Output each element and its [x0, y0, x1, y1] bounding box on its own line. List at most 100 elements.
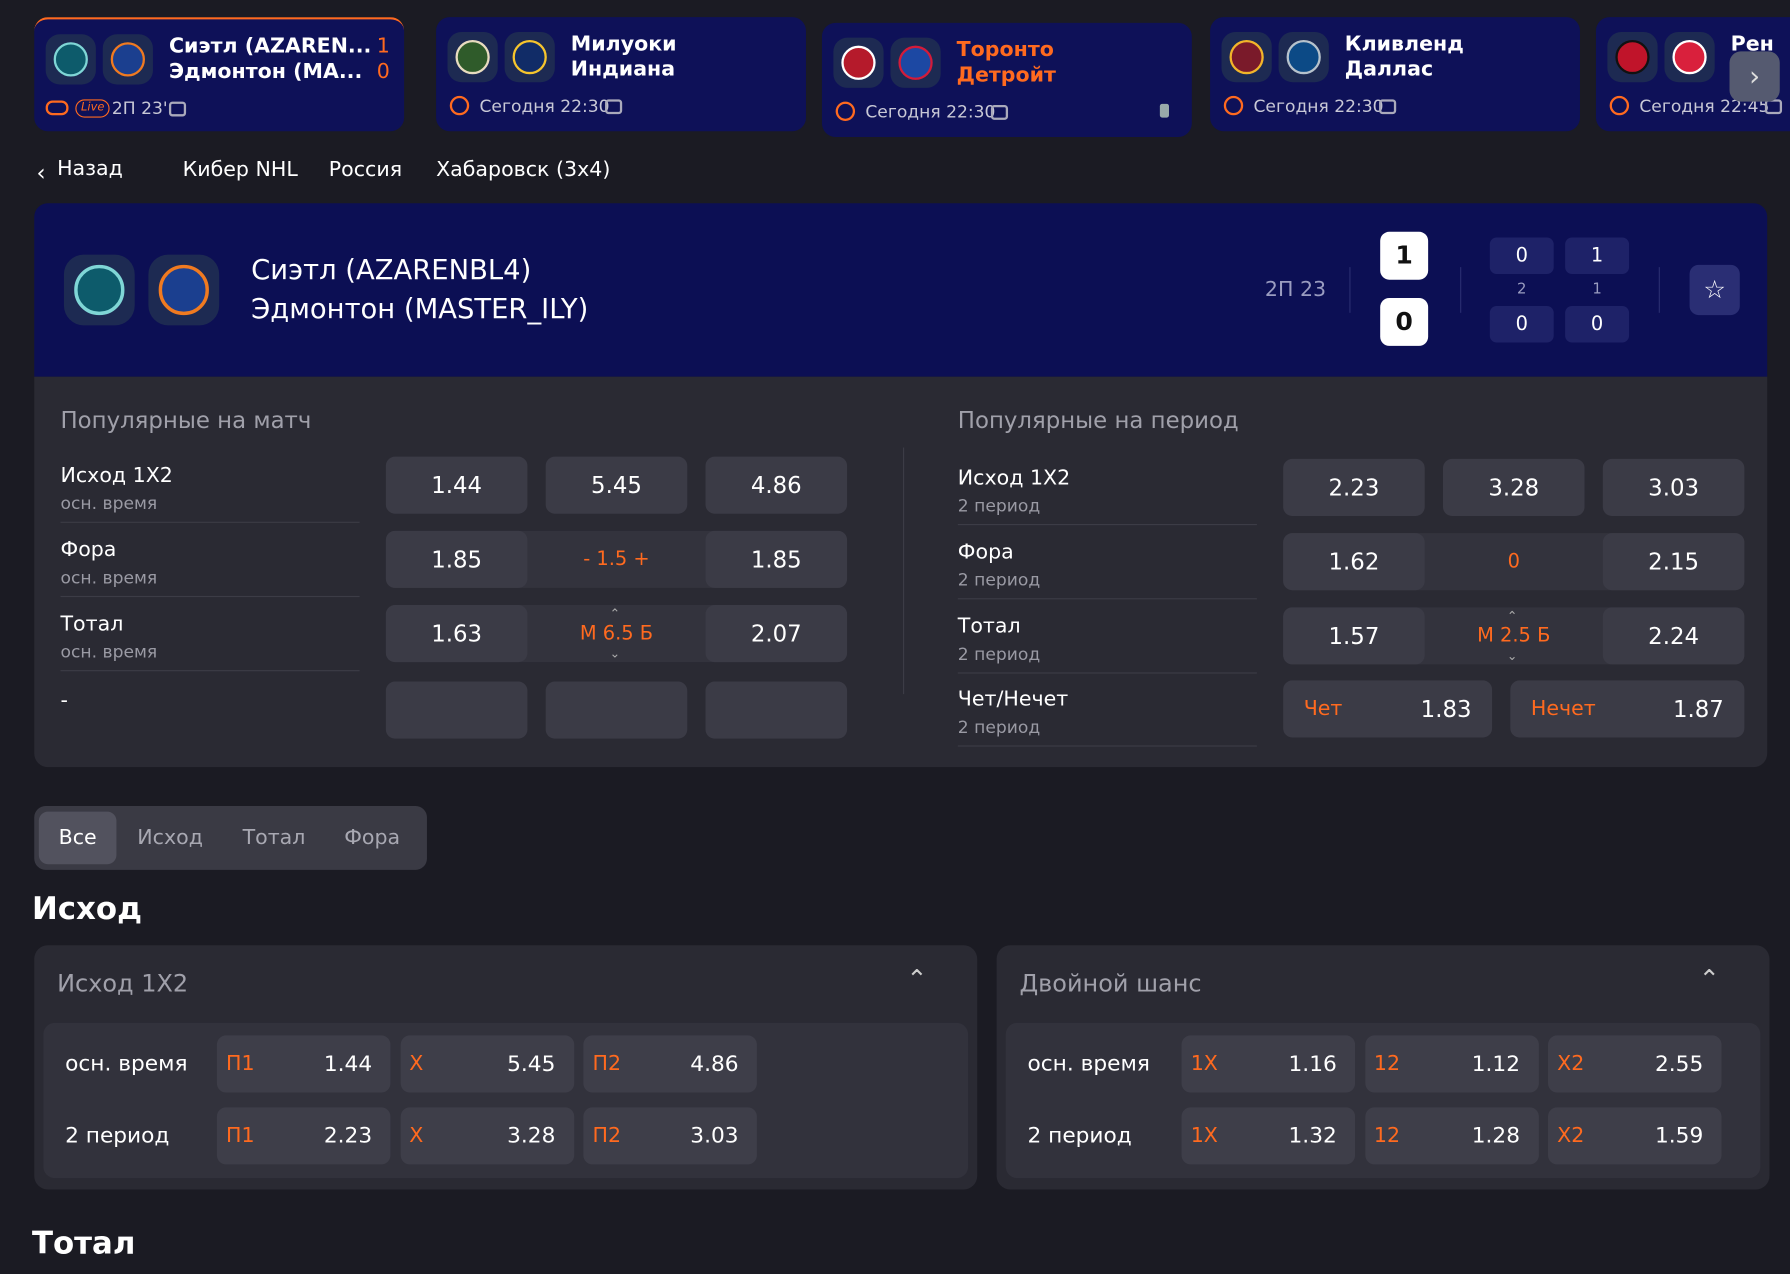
- market-sub: 2 период: [957, 495, 1041, 517]
- odd-value: 3.03: [690, 1123, 739, 1149]
- odd-value: 1.87: [1672, 695, 1724, 723]
- outcome-button[interactable]: П2 4.86: [583, 1035, 757, 1093]
- game-card[interactable]: Торонто Детройт Сегодня 22:30: [821, 22, 1192, 137]
- section-title: Популярные на матч: [60, 406, 312, 434]
- odd-button[interactable]: 2.23: [1283, 458, 1425, 517]
- outcome-button[interactable]: П2 3.03: [583, 1107, 757, 1165]
- odd-value: 1.32: [1288, 1123, 1337, 1149]
- row-divider: [60, 595, 360, 598]
- next-arrow[interactable]: ›: [1729, 51, 1780, 102]
- row-divider: [957, 745, 1257, 747]
- odd-button[interactable]: 3.28: [1442, 458, 1585, 517]
- odd-value: 1.12: [1471, 1051, 1521, 1077]
- odd-button[interactable]: 5.45: [545, 456, 688, 514]
- outcome-label: П1: [226, 1051, 255, 1076]
- odd-value: 2.55: [1654, 1051, 1704, 1077]
- game-card[interactable]: Сиэтл (AZAREN... Эдмонтон (МА... 1 0 Live 2П …: [34, 17, 405, 132]
- odd-button[interactable]: 1.63: [385, 605, 528, 663]
- tab[interactable]: Все: [58, 825, 97, 850]
- row-divider: [957, 598, 1257, 600]
- team-logo: [504, 31, 555, 83]
- divider: [1460, 267, 1462, 313]
- market-name: Фора: [957, 540, 1014, 565]
- odd-value: 1.28: [1471, 1123, 1521, 1149]
- odd-button[interactable]: 2.07: [705, 605, 848, 663]
- team-name: Кливленд: [1344, 32, 1464, 57]
- outcome-label: П2: [592, 1051, 622, 1076]
- odd-button[interactable]: 1.62: [1283, 533, 1425, 591]
- tab-bar: Все Исход Тотал Фора: [34, 805, 427, 870]
- odd-button[interactable]: 3.03: [1602, 458, 1745, 517]
- odd-button[interactable]: 2.15: [1602, 533, 1745, 591]
- odd-button[interactable]: Чет 1.83: [1283, 680, 1493, 738]
- team-logo: [1664, 31, 1715, 83]
- market-name: Тотал: [957, 614, 1021, 639]
- game-card[interactable]: Милуоки Индиана Сегодня 22:30: [436, 17, 806, 132]
- market-name: Чет/Нечет: [957, 687, 1069, 712]
- breadcrumb-item[interactable]: Кибер NHL: [182, 157, 298, 182]
- breadcrumb-item[interactable]: Россия: [328, 157, 403, 182]
- team-logo: [63, 254, 135, 326]
- odd-button[interactable]: 2.24: [1602, 607, 1745, 665]
- team-logo: [1607, 31, 1658, 83]
- outcome-button[interactable]: 12 1.28: [1364, 1107, 1539, 1165]
- breadcrumb-item[interactable]: Хабаровск (3x4): [436, 157, 611, 182]
- tab[interactable]: Исход: [137, 825, 203, 850]
- outcome-button[interactable]: X 3.28: [400, 1107, 574, 1165]
- market-name: Тотал: [60, 612, 124, 637]
- market-title: Двойной шанс: [1019, 969, 1202, 998]
- live-badge: Live: [75, 99, 111, 118]
- line-down: ⌄: [609, 646, 621, 661]
- outcome-button[interactable]: X2 2.55: [1548, 1035, 1722, 1093]
- period-score: 0: [1565, 305, 1630, 343]
- score: 1: [376, 34, 390, 59]
- odd-value: 2.23: [323, 1123, 373, 1149]
- odd-button[interactable]: 1.44: [385, 456, 528, 514]
- line-down: ⌄: [1506, 648, 1518, 664]
- market-name: Фора: [60, 537, 117, 562]
- back-link[interactable]: Назад: [57, 156, 123, 181]
- odd-button[interactable]: 4.86: [705, 456, 848, 514]
- collapse-icon[interactable]: ⌃: [1698, 965, 1720, 995]
- market-card: Двойной шанс ⌃ осн. время 1X 1.16 12 1.12 X2 2.5…: [996, 945, 1770, 1190]
- odd-value: 5.45: [507, 1051, 556, 1077]
- outcome-button[interactable]: X 5.45: [400, 1035, 574, 1093]
- outcome-button[interactable]: X2 1.59: [1548, 1107, 1722, 1165]
- odd-value: 1.16: [1288, 1051, 1337, 1077]
- odd-button[interactable]: [545, 681, 688, 739]
- tab[interactable]: Тотал: [242, 825, 306, 850]
- odd-button[interactable]: 1.85: [705, 530, 848, 588]
- outcome-button[interactable]: 1X 1.32: [1181, 1107, 1356, 1165]
- market-body: осн. время 1X 1.16 12 1.12 X2 2.55 2 период 1X 1.…: [1005, 1022, 1761, 1179]
- collapse-icon[interactable]: ⌃: [906, 965, 928, 995]
- odd-button[interactable]: 1.57: [1283, 607, 1425, 665]
- row-label: осн. время: [65, 1050, 188, 1077]
- row-label: осн. время: [1027, 1050, 1150, 1077]
- period-time: 2П 23: [1264, 277, 1327, 302]
- match-time: Сегодня 22:30: [479, 95, 610, 117]
- outcome-button[interactable]: П1 1.44: [216, 1035, 391, 1093]
- odd-button[interactable]: 1.85: [385, 530, 528, 588]
- divider: [1658, 267, 1660, 313]
- outcome-button[interactable]: 12 1.12: [1364, 1035, 1539, 1093]
- odd-button[interactable]: Нечет 1.87: [1510, 680, 1745, 738]
- game-card[interactable]: Кливленд Даллас Сегодня 22:30: [1210, 17, 1580, 132]
- team-logo: [447, 31, 498, 83]
- tv-icon: [168, 101, 187, 117]
- odd-button[interactable]: [705, 681, 848, 739]
- row-divider: [957, 523, 1257, 526]
- odd-value: 1.44: [323, 1051, 373, 1077]
- market-title: Исход 1X2: [57, 969, 189, 998]
- market-sub: 2 период: [957, 643, 1041, 665]
- outcome-button[interactable]: П1 2.23: [216, 1107, 391, 1165]
- market-name: Исход 1X2: [957, 466, 1071, 490]
- odd-button[interactable]: [385, 681, 528, 739]
- market-sub: осн. время: [60, 641, 158, 663]
- outcome-button[interactable]: 1X 1.16: [1181, 1035, 1356, 1093]
- match-time: Сегодня 22:30: [1253, 95, 1384, 117]
- sport-icon: [1609, 95, 1630, 116]
- team-name: Даллас: [1344, 57, 1434, 82]
- tab[interactable]: Фора: [344, 825, 401, 850]
- market-sub: осн. время: [60, 493, 158, 514]
- favorite-button[interactable]: ☆: [1689, 264, 1740, 316]
